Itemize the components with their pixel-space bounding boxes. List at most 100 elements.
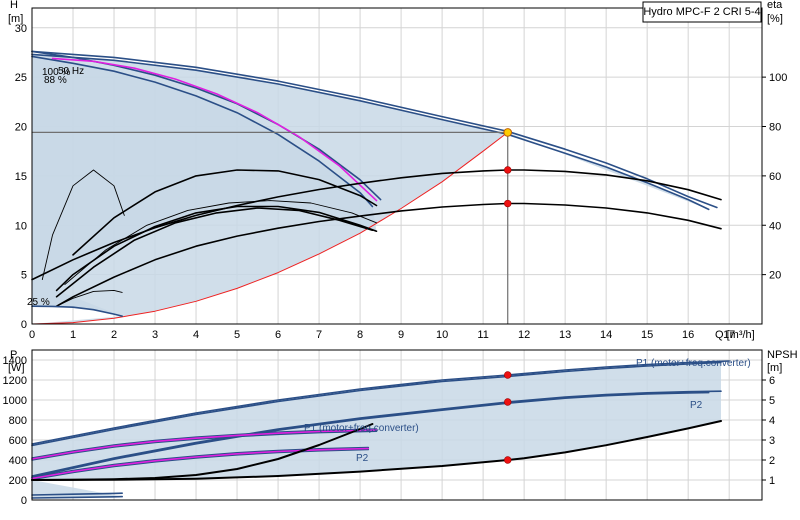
top-right-tick-100: 100 <box>769 72 787 84</box>
top-x-tick-8: 8 <box>357 329 363 341</box>
two-pump-p2-label: P2 <box>690 400 703 411</box>
flow-axis-label: Q [m³/h] <box>715 329 755 341</box>
top-x-tick-12: 12 <box>518 329 530 341</box>
top-x-tick-11: 11 <box>477 329 488 341</box>
speed-label-88: 88 % <box>44 75 67 86</box>
top-series-two-pump-efficiency-outer <box>31 169 722 281</box>
speed-label-50hz: 50 Hz <box>58 66 84 77</box>
top-x-tick-9: 9 <box>398 329 404 341</box>
power-npsh-panel: 0 200 400 600 800 1000 1200 1400 1 2 3 4 5 6 P [W] NP… <box>3 349 798 507</box>
bottom-left-tick-1000: 1000 <box>3 395 27 407</box>
top-left-tick-0: 0 <box>21 319 27 331</box>
top-left-tick-5: 5 <box>21 270 27 282</box>
bottom-series-two-pump-p2-outer <box>31 390 722 477</box>
head-axis-unit: [m] <box>8 13 23 25</box>
top-right-tick-80: 80 <box>769 122 781 134</box>
bottom-left-tick-400: 400 <box>9 455 27 467</box>
top-series-single-pump-100-speed <box>51 57 378 202</box>
head-axis-label: H <box>10 0 18 11</box>
top-right-tick-40: 40 <box>769 220 781 232</box>
top-series-single-pump-efficiency-outer <box>72 169 378 256</box>
single-pump-p2-label: P2 <box>356 453 369 464</box>
top-x-tick-14: 14 <box>600 329 612 341</box>
power-axis-unit: [W] <box>8 362 25 374</box>
bottom-left-tick-200: 200 <box>9 475 27 487</box>
bottom-left-tick-1200: 1200 <box>3 375 27 387</box>
top-x-tick-6: 6 <box>275 329 281 341</box>
top-x-tick-3: 3 <box>152 329 158 341</box>
head-eta-operating-points <box>503 128 513 324</box>
bottom-left-tick-600: 600 <box>9 435 27 447</box>
operating-point-npsh <box>504 456 512 464</box>
top-x-tick-16: 16 <box>682 329 694 341</box>
top-x-tick-15: 15 <box>641 329 653 341</box>
top-x-tick-10: 10 <box>436 329 448 341</box>
efficiency-operating-point-0 <box>504 166 512 174</box>
npsh-axis-unit: [m] <box>767 362 782 374</box>
top-left-tick-15: 15 <box>15 171 27 183</box>
bottom-right-tick-2: 2 <box>769 455 775 467</box>
bottom-series-single-pump-p1-inner <box>31 430 378 461</box>
single-pump-operating-area <box>32 56 377 317</box>
top-series-low-speed-efficiency-small <box>56 289 123 307</box>
top-series-two-pump-max-curve-inner <box>31 53 710 211</box>
power-axis-label: P <box>10 349 17 361</box>
top-series-system-resistance-curve <box>31 131 509 325</box>
speed-label-25: 25 % <box>27 297 50 308</box>
head-eta-series <box>31 50 722 325</box>
bottom-series-low-speed-p2 <box>31 495 123 499</box>
power-npsh-series <box>31 360 730 499</box>
top-series-low-speed-efficiency-hump <box>41 169 125 281</box>
power-npsh-tick-labels: 0 200 400 600 800 1000 1200 1400 1 2 3 4 5 6 <box>3 355 776 507</box>
top-x-tick-17: 17 <box>723 329 735 341</box>
bottom-series-low-speed-p1 <box>31 492 123 496</box>
bottom-right-tick-4: 4 <box>769 415 775 427</box>
chart-title-box: Hydro MPC-F 2 CRI 5-4 <box>642 1 762 23</box>
bottom-left-tick-800: 800 <box>9 415 27 427</box>
efficiency-operating-point-1 <box>504 199 512 208</box>
top-x-tick-7: 7 <box>316 329 322 341</box>
bottom-series-single-pump-p2-inner <box>31 448 370 481</box>
bottom-right-tick-3: 3 <box>769 435 775 447</box>
power-npsh-operating-points <box>504 371 512 464</box>
duty-point-marker <box>503 128 513 137</box>
top-right-tick-60: 60 <box>769 171 781 183</box>
top-series-25-speed-curve <box>31 305 123 317</box>
bottom-left-tick-1400: 1400 <box>3 355 27 367</box>
eta-axis-unit: [%] <box>767 13 783 25</box>
eta-axis-label: eta <box>767 0 783 11</box>
chart-title: Hydro MPC-F 2 CRI 5-4 <box>643 6 760 18</box>
two-pump-p1-label: P1 (motor+freq.converter) <box>636 358 751 369</box>
bottom-series-two-pump-p2-inner <box>31 391 710 478</box>
bottom-series-two-pump-p1-inner <box>31 361 722 447</box>
head-eta-frame <box>31 7 763 325</box>
top-right-tick-20: 20 <box>769 270 781 282</box>
single-pump-p1-label: P1 (motor+freq.converter) <box>304 423 419 434</box>
top-series-single-pump-efficiency-100-thin <box>64 200 377 285</box>
operating-point-p2 <box>504 398 512 406</box>
power-npsh-frame <box>31 349 763 501</box>
top-left-tick-25: 25 <box>15 72 27 84</box>
top-series-two-pump-efficiency-inner <box>55 202 722 307</box>
top-left-tick-30: 30 <box>15 23 27 35</box>
top-series-single-pump-efficiency-88- <box>55 207 374 298</box>
bottom-right-tick-6: 6 <box>769 375 775 387</box>
top-left-tick-10: 10 <box>15 220 27 232</box>
bottom-right-tick-5: 5 <box>769 395 775 407</box>
top-series-single-pump-max-curve-inner <box>31 55 374 208</box>
bottom-series-two-pump-p1-outer <box>31 360 730 445</box>
npsh-axis-label: NPSH <box>767 349 798 361</box>
top-x-tick-13: 13 <box>559 329 571 341</box>
bottom-series-single-pump-p1-100- <box>31 429 378 460</box>
top-x-tick-1: 1 <box>70 329 76 341</box>
bottom-left-tick-0: 0 <box>21 495 27 507</box>
top-x-tick-2: 2 <box>111 329 117 341</box>
top-x-tick-5: 5 <box>234 329 240 341</box>
top-left-tick-20: 20 <box>15 122 27 134</box>
bottom-series-single-pump-p1-outer <box>31 428 378 459</box>
top-x-tick-0: 0 <box>29 329 35 341</box>
operating-point-p1 <box>504 371 512 379</box>
